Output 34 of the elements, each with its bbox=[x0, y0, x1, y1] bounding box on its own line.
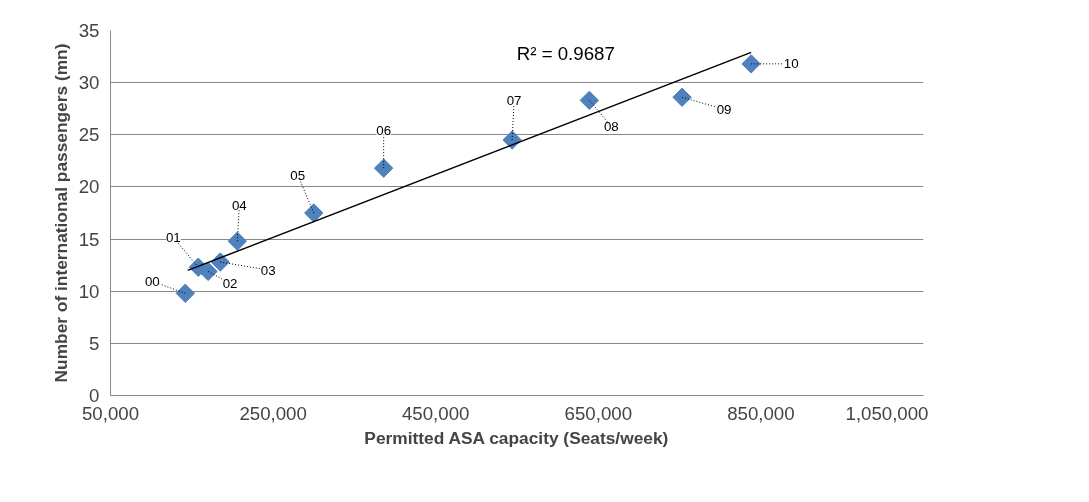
y-tick-label: 35 bbox=[78, 20, 100, 41]
x-tick-label: 1,050,000 bbox=[845, 402, 929, 424]
annotation: 00 bbox=[144, 273, 160, 289]
annotation: 07 bbox=[506, 92, 522, 108]
annotation: 09 bbox=[716, 101, 732, 117]
point bbox=[672, 87, 692, 107]
y-tick-label: 20 bbox=[78, 176, 100, 198]
y-tick-label: 10 bbox=[78, 280, 100, 302]
point bbox=[741, 54, 761, 74]
x-axis-title: Permitted ASA capacity (Seats/week) bbox=[364, 427, 669, 448]
annotation: 08 bbox=[603, 118, 619, 134]
annotation: 03 bbox=[260, 262, 276, 278]
annotation: 06 bbox=[376, 122, 392, 138]
annotation: R² = 0.9687 bbox=[516, 42, 615, 64]
point bbox=[373, 158, 394, 178]
y-tick-label: 25 bbox=[78, 124, 100, 146]
point bbox=[304, 203, 324, 223]
x-tick-label: 650,000 bbox=[564, 402, 633, 424]
y-tick-label: 15 bbox=[78, 228, 100, 250]
point bbox=[579, 90, 600, 111]
annotation: 05 bbox=[290, 167, 306, 183]
annotation: 01 bbox=[165, 229, 181, 245]
y-tick-label: 5 bbox=[89, 332, 100, 354]
y-tick-label: 30 bbox=[78, 72, 100, 94]
point bbox=[175, 283, 195, 303]
annotation: 04 bbox=[231, 197, 248, 213]
annotation: 10 bbox=[783, 56, 799, 72]
annotation: 02 bbox=[222, 275, 238, 291]
point bbox=[198, 261, 218, 282]
x-tick-label: 250,000 bbox=[239, 402, 307, 424]
y-axis-title: Number of international passengers (mn) bbox=[50, 43, 71, 383]
point bbox=[227, 231, 248, 251]
x-tick-label: 450,000 bbox=[401, 402, 470, 424]
x-tick-label: 850,000 bbox=[727, 402, 795, 424]
